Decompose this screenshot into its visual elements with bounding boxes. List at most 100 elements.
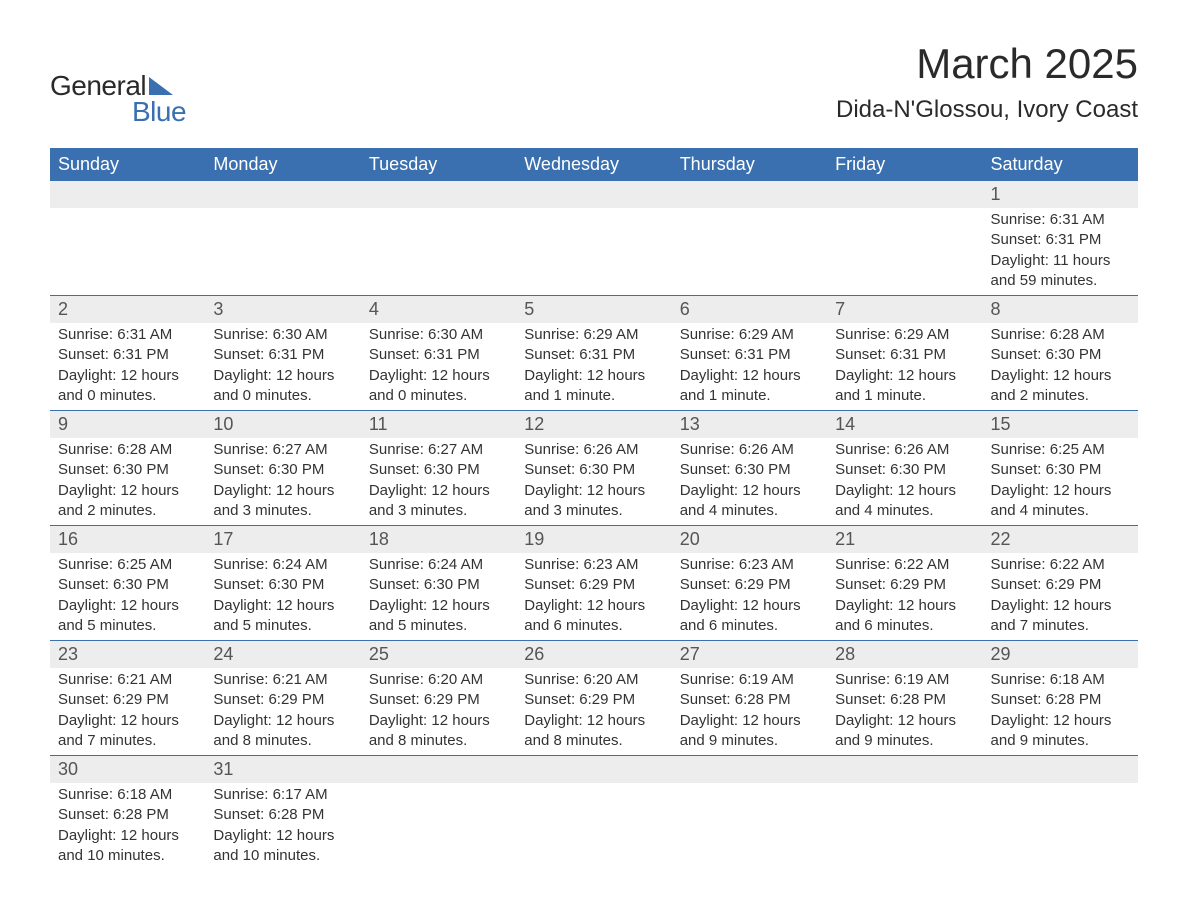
day-cell: Sunrise: 6:20 AMSunset: 6:29 PMDaylight:… <box>516 668 671 756</box>
day-number: 15 <box>983 411 1138 439</box>
daylight-text: Daylight: 12 hours and 1 minute. <box>680 366 819 407</box>
daylight-text: Daylight: 12 hours and 1 minute. <box>524 366 663 407</box>
day-cell: Sunrise: 6:25 AMSunset: 6:30 PMDaylight:… <box>50 553 205 641</box>
day-cell: Sunrise: 6:29 AMSunset: 6:31 PMDaylight:… <box>672 323 827 411</box>
daylight-text: Daylight: 12 hours and 6 minutes. <box>524 596 663 637</box>
sunset-text: Sunset: 6:30 PM <box>991 345 1130 365</box>
day-cell: Sunrise: 6:31 AMSunset: 6:31 PMDaylight:… <box>983 208 1138 296</box>
day-number <box>50 181 205 208</box>
day-cell <box>827 783 982 870</box>
day-content-row: Sunrise: 6:28 AMSunset: 6:30 PMDaylight:… <box>50 438 1138 526</box>
sunrise-text: Sunrise: 6:18 AM <box>58 785 197 805</box>
daylight-text: Daylight: 12 hours and 7 minutes. <box>58 711 197 752</box>
sunrise-text: Sunrise: 6:28 AM <box>58 440 197 460</box>
sunrise-text: Sunrise: 6:27 AM <box>369 440 508 460</box>
day-cell: Sunrise: 6:21 AMSunset: 6:29 PMDaylight:… <box>205 668 360 756</box>
sunrise-text: Sunrise: 6:22 AM <box>991 555 1130 575</box>
day-number: 17 <box>205 526 360 554</box>
sunrise-text: Sunrise: 6:28 AM <box>991 325 1130 345</box>
day-cell: Sunrise: 6:24 AMSunset: 6:30 PMDaylight:… <box>205 553 360 641</box>
day-number <box>983 756 1138 784</box>
day-cell: Sunrise: 6:25 AMSunset: 6:30 PMDaylight:… <box>983 438 1138 526</box>
day-number: 4 <box>361 296 516 324</box>
day-number: 19 <box>516 526 671 554</box>
daylight-text: Daylight: 12 hours and 2 minutes. <box>58 481 197 522</box>
daylight-text: Daylight: 12 hours and 5 minutes. <box>58 596 197 637</box>
day-cell <box>50 208 205 296</box>
sunset-text: Sunset: 6:30 PM <box>524 460 663 480</box>
sunset-text: Sunset: 6:29 PM <box>369 690 508 710</box>
sunset-text: Sunset: 6:30 PM <box>369 575 508 595</box>
sunrise-text: Sunrise: 6:29 AM <box>835 325 974 345</box>
sunrise-text: Sunrise: 6:31 AM <box>991 210 1130 230</box>
day-number <box>361 181 516 208</box>
sunrise-text: Sunrise: 6:24 AM <box>369 555 508 575</box>
day-header: Thursday <box>672 148 827 181</box>
day-number-row: 2345678 <box>50 296 1138 324</box>
day-number <box>827 756 982 784</box>
day-content-row: Sunrise: 6:31 AMSunset: 6:31 PMDaylight:… <box>50 208 1138 296</box>
day-number: 20 <box>672 526 827 554</box>
day-cell: Sunrise: 6:19 AMSunset: 6:28 PMDaylight:… <box>827 668 982 756</box>
sunrise-text: Sunrise: 6:27 AM <box>213 440 352 460</box>
day-number: 12 <box>516 411 671 439</box>
sunset-text: Sunset: 6:29 PM <box>58 690 197 710</box>
day-number: 26 <box>516 641 671 669</box>
day-cell: Sunrise: 6:28 AMSunset: 6:30 PMDaylight:… <box>983 323 1138 411</box>
day-number <box>672 181 827 208</box>
daylight-text: Daylight: 12 hours and 8 minutes. <box>369 711 508 752</box>
sunrise-text: Sunrise: 6:20 AM <box>369 670 508 690</box>
day-cell: Sunrise: 6:31 AMSunset: 6:31 PMDaylight:… <box>50 323 205 411</box>
day-cell: Sunrise: 6:30 AMSunset: 6:31 PMDaylight:… <box>361 323 516 411</box>
day-header: Monday <box>205 148 360 181</box>
sunset-text: Sunset: 6:28 PM <box>213 805 352 825</box>
sunset-text: Sunset: 6:28 PM <box>680 690 819 710</box>
sunrise-text: Sunrise: 6:19 AM <box>835 670 974 690</box>
day-number: 31 <box>205 756 360 784</box>
sunrise-text: Sunrise: 6:26 AM <box>524 440 663 460</box>
day-header: Friday <box>827 148 982 181</box>
daylight-text: Daylight: 12 hours and 2 minutes. <box>991 366 1130 407</box>
day-cell: Sunrise: 6:26 AMSunset: 6:30 PMDaylight:… <box>516 438 671 526</box>
sunset-text: Sunset: 6:28 PM <box>991 690 1130 710</box>
sunrise-text: Sunrise: 6:30 AM <box>213 325 352 345</box>
day-number: 2 <box>50 296 205 324</box>
day-cell: Sunrise: 6:24 AMSunset: 6:30 PMDaylight:… <box>361 553 516 641</box>
sunset-text: Sunset: 6:31 PM <box>369 345 508 365</box>
day-number: 23 <box>50 641 205 669</box>
day-number: 11 <box>361 411 516 439</box>
sunset-text: Sunset: 6:30 PM <box>58 575 197 595</box>
sunrise-text: Sunrise: 6:29 AM <box>524 325 663 345</box>
sunrise-text: Sunrise: 6:25 AM <box>991 440 1130 460</box>
sunset-text: Sunset: 6:28 PM <box>835 690 974 710</box>
sunrise-text: Sunrise: 6:26 AM <box>680 440 819 460</box>
sunset-text: Sunset: 6:30 PM <box>835 460 974 480</box>
daylight-text: Daylight: 12 hours and 10 minutes. <box>213 826 352 867</box>
daylight-text: Daylight: 12 hours and 3 minutes. <box>524 481 663 522</box>
day-number: 7 <box>827 296 982 324</box>
day-number: 1 <box>983 181 1138 208</box>
day-cell: Sunrise: 6:19 AMSunset: 6:28 PMDaylight:… <box>672 668 827 756</box>
day-number: 22 <box>983 526 1138 554</box>
sunset-text: Sunset: 6:29 PM <box>680 575 819 595</box>
daylight-text: Daylight: 11 hours and 59 minutes. <box>991 251 1130 292</box>
day-number-row: 3031 <box>50 756 1138 784</box>
day-number: 3 <box>205 296 360 324</box>
sunset-text: Sunset: 6:31 PM <box>680 345 819 365</box>
sunrise-text: Sunrise: 6:29 AM <box>680 325 819 345</box>
calendar-table: Sunday Monday Tuesday Wednesday Thursday… <box>50 148 1138 870</box>
daylight-text: Daylight: 12 hours and 6 minutes. <box>835 596 974 637</box>
sunset-text: Sunset: 6:30 PM <box>213 575 352 595</box>
day-number: 28 <box>827 641 982 669</box>
sunrise-text: Sunrise: 6:31 AM <box>58 325 197 345</box>
sunset-text: Sunset: 6:30 PM <box>369 460 508 480</box>
day-number: 14 <box>827 411 982 439</box>
day-header-row: Sunday Monday Tuesday Wednesday Thursday… <box>50 148 1138 181</box>
day-number: 8 <box>983 296 1138 324</box>
day-header: Wednesday <box>516 148 671 181</box>
sunset-text: Sunset: 6:29 PM <box>524 690 663 710</box>
day-number-row: 16171819202122 <box>50 526 1138 554</box>
daylight-text: Daylight: 12 hours and 3 minutes. <box>369 481 508 522</box>
day-cell: Sunrise: 6:22 AMSunset: 6:29 PMDaylight:… <box>827 553 982 641</box>
daylight-text: Daylight: 12 hours and 6 minutes. <box>680 596 819 637</box>
